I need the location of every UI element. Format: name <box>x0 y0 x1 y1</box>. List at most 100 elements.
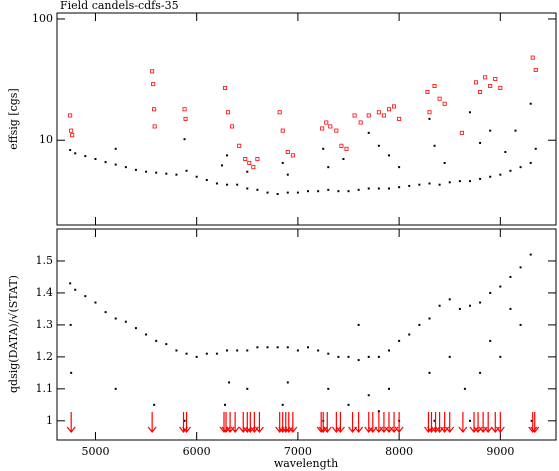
point <box>468 111 471 114</box>
point <box>448 355 451 358</box>
point <box>458 180 461 183</box>
x-tick-label: 9000 <box>486 445 514 458</box>
point <box>428 371 431 374</box>
marker-square <box>488 84 493 89</box>
marker-square <box>498 85 503 90</box>
point <box>387 349 390 352</box>
x-axis-label: wavelength <box>274 457 338 470</box>
marker-square <box>392 104 397 109</box>
point <box>114 147 117 150</box>
point <box>286 191 289 194</box>
point <box>534 147 537 150</box>
panel-frame <box>56 12 557 226</box>
point <box>276 193 279 196</box>
marker-square <box>290 153 295 158</box>
point <box>428 317 431 320</box>
point <box>134 327 137 330</box>
marker-square <box>152 124 157 129</box>
point <box>377 355 380 358</box>
point <box>69 282 72 285</box>
flag-arrow <box>495 412 505 433</box>
point <box>165 343 168 346</box>
point <box>357 359 360 362</box>
marker-square <box>381 113 386 118</box>
marker-square <box>68 113 73 118</box>
marker-square <box>255 157 260 162</box>
point <box>418 323 421 326</box>
point <box>438 183 441 186</box>
point <box>489 175 492 178</box>
point <box>104 311 107 314</box>
point <box>266 346 269 349</box>
point <box>443 161 446 164</box>
point <box>529 161 532 164</box>
point <box>256 188 259 191</box>
point <box>246 387 249 390</box>
point <box>281 161 284 164</box>
point <box>448 298 451 301</box>
point <box>489 129 492 132</box>
marker-square <box>251 165 256 170</box>
point <box>479 301 482 304</box>
point <box>489 291 492 294</box>
point <box>155 171 158 174</box>
flag-arrow <box>427 412 436 433</box>
point <box>398 166 401 169</box>
point <box>104 161 107 164</box>
point <box>398 186 401 189</box>
point <box>165 172 168 175</box>
x-tick-label: 8000 <box>385 445 413 458</box>
point <box>236 183 239 186</box>
marker-square <box>243 157 248 162</box>
flag-arrow <box>445 412 455 433</box>
point <box>175 173 178 176</box>
point <box>317 349 320 352</box>
point <box>256 346 259 349</box>
point <box>195 175 198 178</box>
marker-square <box>320 126 325 131</box>
marker-square <box>328 124 333 129</box>
flag-arrow <box>394 412 404 433</box>
point <box>529 102 532 105</box>
point <box>519 166 522 169</box>
point <box>266 191 269 194</box>
point <box>448 181 451 184</box>
point <box>327 387 330 390</box>
point <box>215 182 218 185</box>
flag-arrow <box>368 412 378 433</box>
marker-square <box>397 116 402 121</box>
point <box>183 138 186 141</box>
flag-arrow <box>348 412 358 433</box>
flag-arrow <box>284 412 294 433</box>
point <box>94 158 97 161</box>
marker-square <box>152 107 157 112</box>
point <box>286 173 289 176</box>
flag-arrow <box>254 412 264 433</box>
point <box>499 285 502 288</box>
flag-arrow <box>331 412 341 433</box>
point <box>347 355 350 358</box>
point <box>428 117 431 120</box>
point <box>74 152 77 155</box>
marker-square <box>386 107 391 112</box>
point <box>145 170 148 173</box>
point <box>367 394 370 397</box>
marker-square <box>366 113 371 118</box>
chart-title: Field candels-cdfs-35 <box>60 0 179 12</box>
point <box>377 144 380 147</box>
point <box>70 371 73 374</box>
marker-square <box>344 146 349 151</box>
marker-square <box>478 89 483 94</box>
flag-arrow <box>66 412 76 433</box>
point <box>387 154 390 157</box>
point <box>530 419 533 422</box>
point <box>246 170 249 173</box>
marker-square <box>223 85 228 90</box>
point <box>357 188 360 191</box>
y-tick-label: 1 <box>46 414 53 427</box>
point <box>94 301 97 304</box>
point <box>342 158 345 161</box>
marker-square <box>280 128 285 133</box>
point <box>509 169 512 172</box>
point <box>377 410 380 413</box>
